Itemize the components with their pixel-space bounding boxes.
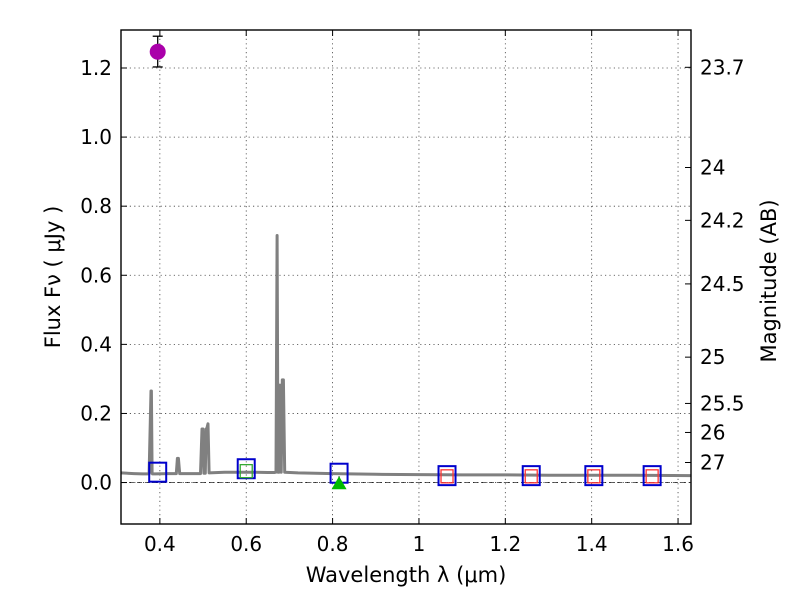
filter-flux-square (437, 465, 457, 487)
x-tick-label: 0.8 (317, 532, 349, 556)
y-tick-label: 1.2 (80, 56, 112, 80)
x-tick-label: 1 (413, 532, 426, 556)
filter-flux-square (148, 461, 168, 483)
magnitude-tick-label: 27 (700, 451, 725, 475)
model-flux-square (524, 469, 538, 484)
model-flux-square (440, 469, 454, 484)
y-tick-label: 0.0 (80, 471, 112, 495)
y-axis-label: Flux Fν ( μJy ) (41, 206, 65, 349)
model-flux-square (645, 469, 659, 484)
magnitude-tick-label: 23.7 (700, 55, 745, 79)
magnitude-tick-label: 24.5 (700, 272, 745, 296)
axes: 0.4 0.6 0.8 1 1.2 1.4 1.6 0.0 0.2 0.4 0.6 0.8 1.0 1.2… (80, 30, 745, 556)
plot-area (120, 35, 692, 490)
filter-flux-square (584, 465, 604, 487)
upper-limit-triangle (331, 476, 347, 490)
magnitude-tick-label: 26 (700, 420, 725, 444)
x-tick-label: 0.6 (230, 532, 262, 556)
x-tick-label: 1.6 (662, 532, 694, 556)
y-tick-label: 0.2 (80, 401, 112, 425)
magnitude-tick-label: 25.5 (700, 391, 745, 415)
measurement-point (149, 43, 166, 60)
y2-axis-label: Magnitude (AB) (757, 199, 781, 362)
filter-flux-square (521, 465, 541, 487)
y-tick-label: 0.6 (80, 263, 112, 287)
y-tick-label: 1.0 (80, 125, 112, 149)
magnitude-tick-label: 25 (700, 345, 725, 369)
x-tick-label: 1.4 (576, 532, 608, 556)
x-tick-label: 0.4 (144, 532, 176, 556)
model-flux-square (239, 463, 253, 479)
x-axis-label: Wavelength λ (μm) (306, 563, 507, 587)
model-flux-square (587, 469, 601, 484)
x-tick-label: 1.2 (489, 532, 521, 556)
y-tick-label: 0.4 (80, 332, 112, 356)
plot-frame (120, 29, 692, 525)
spectrum-line (120, 234, 692, 478)
magnitude-tick-label: 24 (700, 155, 725, 179)
filter-flux-square (642, 465, 662, 487)
magnitude-tick-label: 24.2 (700, 208, 745, 232)
y-tick-label: 0.8 (80, 194, 112, 218)
